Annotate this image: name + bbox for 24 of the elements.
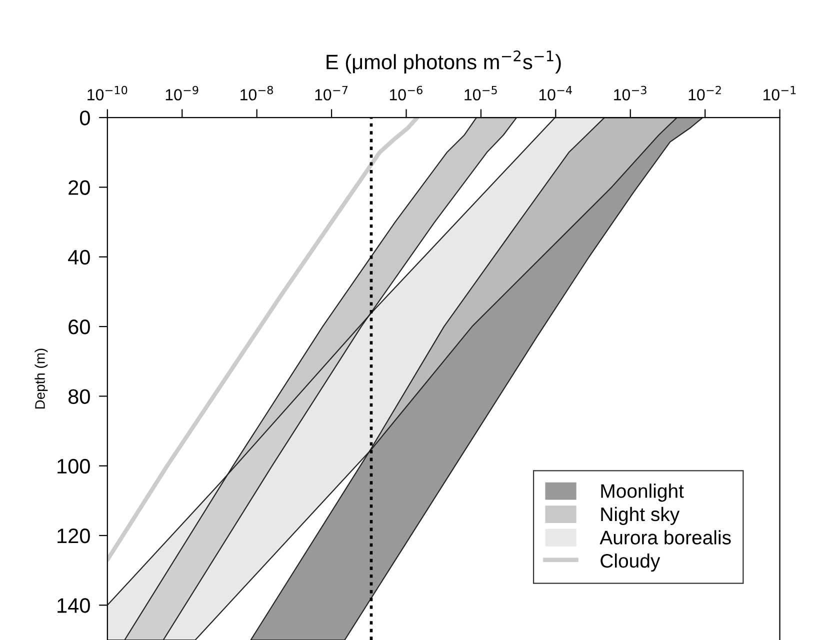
x-tick-label: 10$^{−10}$ [88,86,128,100]
y-tick-label: 140 [58,598,90,613]
y-tick-label: 60 [68,320,90,334]
x-tick-label: 10$^{−6}$ [390,86,422,100]
x-tick-label: 10$^{−7}$ [315,86,348,100]
legend-label: Aurora borealis [600,530,731,544]
y-tick-label: 120 [58,528,90,544]
x-tick-label: 10$^{−8}$ [240,86,273,100]
y-tick-label: 80 [68,389,90,404]
y-tick-label: 40 [68,250,90,265]
y-tick-label: 0 [80,110,90,126]
x-tick-label: 10$^{−2}$ [688,86,721,100]
x-tick-label: 10$^{−5}$ [464,86,497,100]
y-tick-label: 20 [68,180,90,195]
legend-label: Cloudy [600,553,660,572]
legend-label: Moonlight [601,484,684,502]
x-tick-label: 10$^{−1}$ [764,86,796,100]
x-tick-label: 10$^{−4}$ [539,86,572,100]
x-tick-label: 10$^{−9}$ [166,86,198,100]
legend-label: Night sky [601,506,680,526]
y-tick-label: 100 [58,458,90,474]
y-axis-title: Depth (m) [34,348,48,409]
x-axis-title: E (μmol photons m$^{−2}$s$^{−1}$) [326,50,561,74]
x-tick-label: 10$^{−3}$ [614,86,646,100]
